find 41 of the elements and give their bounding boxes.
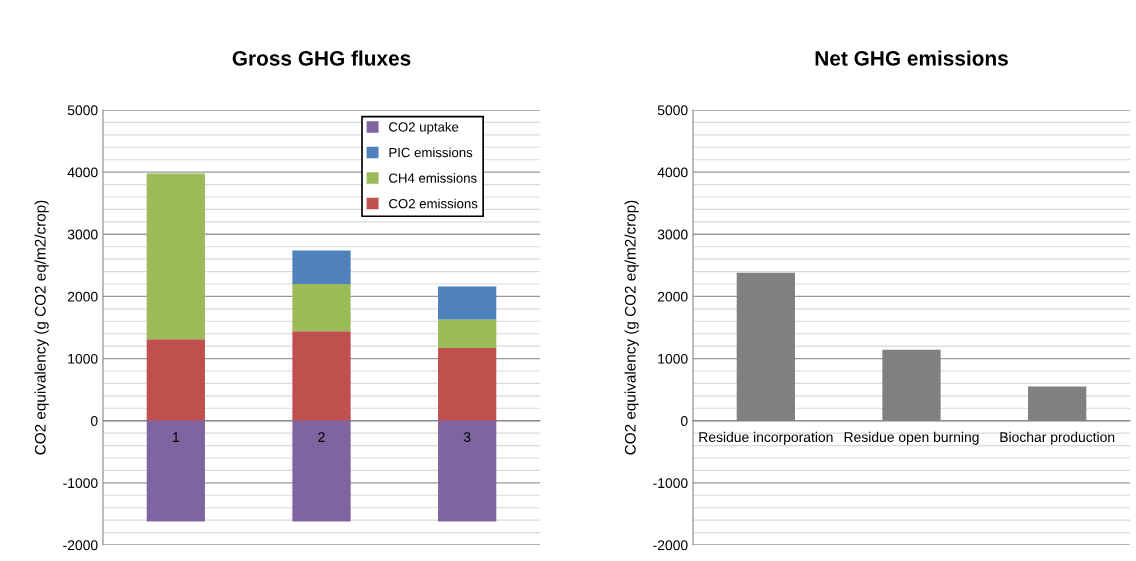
chart-title: Gross GHG fluxes	[232, 50, 411, 66]
x-tick-label: 1	[173, 432, 180, 442]
y-tick-label: 3000	[67, 229, 98, 240]
y-tick-label: -1000	[63, 478, 98, 489]
legend-label: CO2 uptake	[389, 121, 459, 135]
legend-label: CO2 emissions	[389, 198, 478, 209]
y-axis-title: CO2 equivalency (g CO2 eq/m2/crop)	[34, 200, 49, 455]
y-tick-label: -2000	[653, 540, 688, 551]
x-tick-label: Biochar production	[1000, 431, 1115, 445]
bar	[292, 331, 351, 421]
x-tick-label: 3	[463, 432, 471, 443]
bar	[438, 319, 497, 349]
y-tick-label: 4000	[67, 167, 98, 178]
x-tick-label: Residue incorporation	[699, 431, 833, 445]
x-tick-label: 2	[318, 432, 325, 442]
bar	[146, 339, 205, 421]
y-tick-label: -1000	[653, 478, 688, 489]
legend-label: CH4 emissions	[389, 173, 477, 183]
x-tick-label: Residue open burning	[844, 431, 979, 445]
y-tick-label: 1000	[68, 353, 98, 364]
y-tick-label: 3000	[657, 229, 688, 240]
bar	[146, 173, 205, 340]
bar	[292, 284, 351, 332]
y-tick-label: 5000	[67, 105, 98, 116]
bar	[438, 286, 497, 320]
y-axis-title: CO2 equivalency (g CO2 eq/m2/crop)	[624, 200, 639, 455]
y-tick-label: 1000	[658, 353, 688, 364]
y-tick-label: 0	[90, 416, 98, 426]
bar	[146, 420, 205, 522]
bar	[438, 420, 497, 522]
y-tick-label: 2000	[657, 291, 688, 302]
bar	[438, 348, 497, 421]
y-tick-label: 5000	[657, 105, 688, 116]
bar	[292, 420, 351, 522]
y-tick-label: -2000	[63, 540, 98, 551]
legend-label: PIC emissions	[389, 147, 473, 158]
bar	[292, 250, 351, 284]
y-tick-label: 4000	[657, 167, 688, 178]
chart-title: Net GHG emissions	[815, 50, 1008, 66]
y-tick-label: 0	[680, 416, 688, 426]
y-tick-label: 2000	[67, 291, 98, 302]
